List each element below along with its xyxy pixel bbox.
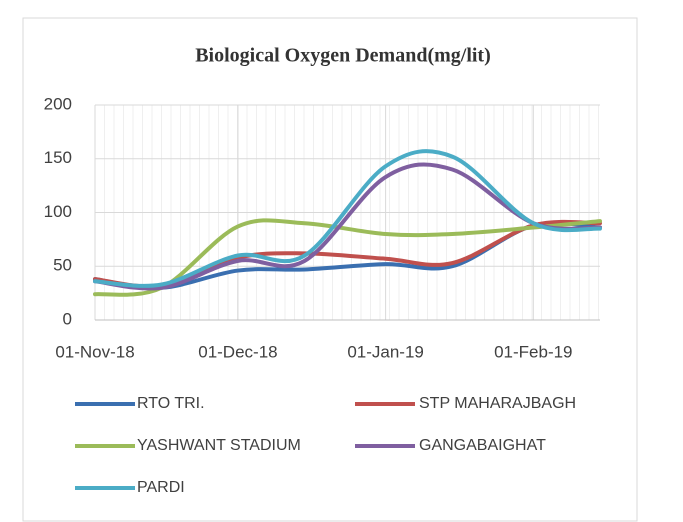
legend-label: YASHWANT STADIUM xyxy=(137,437,301,454)
x-tick-label: 01-Dec-18 xyxy=(198,342,277,361)
legend-label: GANGABAIGHAT xyxy=(419,437,546,454)
legend-label: STP MAHARAJBAGH xyxy=(419,395,576,412)
y-tick-label: 50 xyxy=(53,256,72,275)
legend-label: RTO TRI. xyxy=(137,395,205,412)
series-line xyxy=(93,149,602,288)
y-tick-label: 0 xyxy=(63,309,72,328)
legend-label: PARDI xyxy=(137,479,185,496)
x-tick-label: 01-Nov-18 xyxy=(55,342,134,361)
y-tick-label: 100 xyxy=(44,202,72,221)
chart-title: Biological Oxygen Demand(mg/lit) xyxy=(195,45,491,67)
x-tick-label: 01-Jan-19 xyxy=(347,342,424,361)
y-tick-label: 150 xyxy=(44,148,72,167)
x-tick-label: 01-Feb-19 xyxy=(494,342,572,361)
y-tick-label: 200 xyxy=(44,94,72,113)
